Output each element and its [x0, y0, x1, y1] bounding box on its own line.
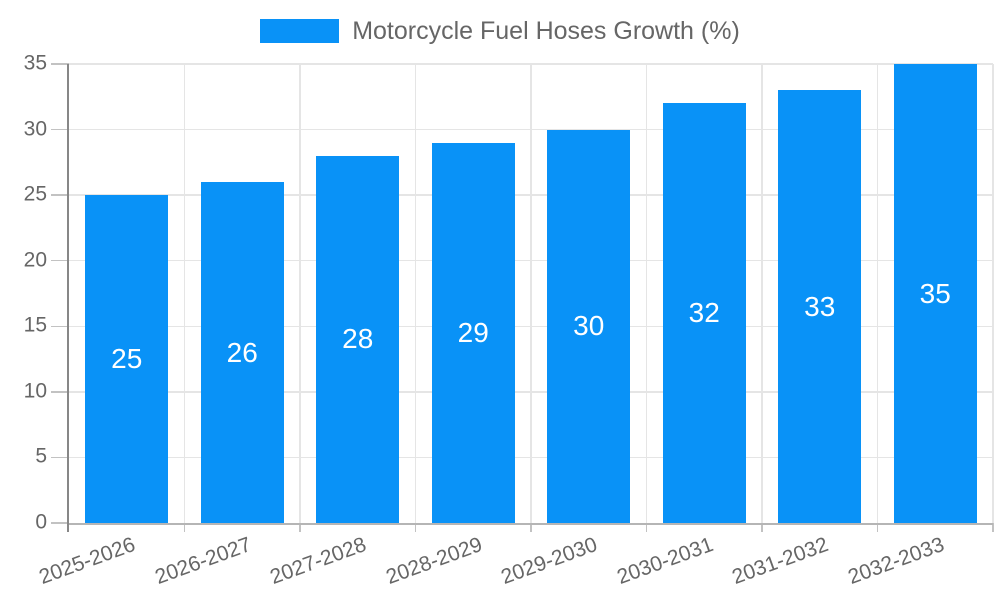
bar-value-label: 28 — [342, 323, 374, 355]
legend[interactable]: Motorcycle Fuel Hoses Growth (%) — [0, 16, 1000, 46]
y-tick-label: 10 — [23, 379, 47, 403]
gridline-v — [530, 64, 532, 523]
bar-value-label: 35 — [919, 277, 951, 309]
x-tick-label: 2030-2031 — [613, 533, 717, 589]
x-tick — [645, 523, 648, 532]
bar[interactable]: 35 — [893, 64, 977, 523]
y-tick-label: 20 — [23, 248, 47, 272]
gridline-v — [992, 64, 994, 523]
bar[interactable]: 32 — [662, 103, 746, 523]
y-tick-label: 25 — [23, 182, 47, 206]
bar[interactable]: 30 — [547, 129, 631, 523]
bar-value-label: 30 — [573, 310, 605, 342]
bar-value-label: 32 — [688, 297, 720, 329]
legend-swatch — [260, 19, 340, 43]
bar-value-label: 33 — [804, 290, 836, 322]
gridline-v — [299, 64, 301, 523]
gridline-v — [645, 64, 648, 523]
y-tick — [51, 522, 69, 524]
x-tick-label: 2025-2026 — [36, 533, 139, 589]
bar[interactable]: 33 — [778, 90, 862, 523]
gridline-v — [183, 64, 186, 523]
x-tick — [183, 523, 186, 532]
y-tick-label: 15 — [23, 313, 47, 337]
y-tick — [51, 259, 69, 262]
x-tick — [530, 523, 532, 532]
y-tick-label: 5 — [35, 444, 47, 468]
y-tick — [51, 63, 69, 65]
y-tick — [51, 128, 69, 131]
y-tick-label: 30 — [23, 117, 47, 141]
x-tick — [414, 523, 417, 532]
x-tick-label: 2029-2030 — [498, 533, 601, 589]
x-tick — [876, 523, 879, 532]
bar-value-label: 25 — [111, 343, 143, 375]
x-tick-label: 2031-2032 — [729, 533, 832, 589]
x-tick-label: 2026-2027 — [151, 533, 255, 589]
bar[interactable]: 25 — [85, 195, 169, 523]
gridline-v — [414, 64, 417, 523]
gridline-v — [761, 64, 763, 523]
bar-value-label: 29 — [457, 316, 489, 348]
x-axis-line — [69, 523, 993, 525]
x-tick — [992, 523, 994, 532]
gridline-v — [876, 64, 879, 523]
x-tick-label: 2032-2033 — [844, 533, 948, 589]
y-tick — [51, 456, 69, 459]
y-axis-line — [67, 64, 69, 532]
y-tick — [51, 391, 69, 393]
x-tick — [299, 523, 301, 532]
y-tick-label: 0 — [35, 510, 47, 534]
y-tick-label: 35 — [23, 51, 47, 75]
x-tick-label: 2027-2028 — [267, 533, 370, 589]
bar[interactable]: 26 — [200, 182, 284, 523]
bar[interactable]: 28 — [316, 155, 400, 523]
x-tick — [761, 523, 763, 532]
x-tick-label: 2028-2029 — [382, 533, 486, 589]
y-tick — [51, 194, 69, 196]
bar-value-label: 26 — [226, 336, 258, 368]
plot-area: 0 5 10 15 20 25 30 35 25 26 28 29 30 32 33 35 2025-2026 2… — [24, 52, 994, 589]
legend-label: Motorcycle Fuel Hoses Growth (%) — [352, 17, 740, 45]
bar[interactable]: 29 — [431, 142, 515, 523]
y-tick — [51, 325, 69, 328]
